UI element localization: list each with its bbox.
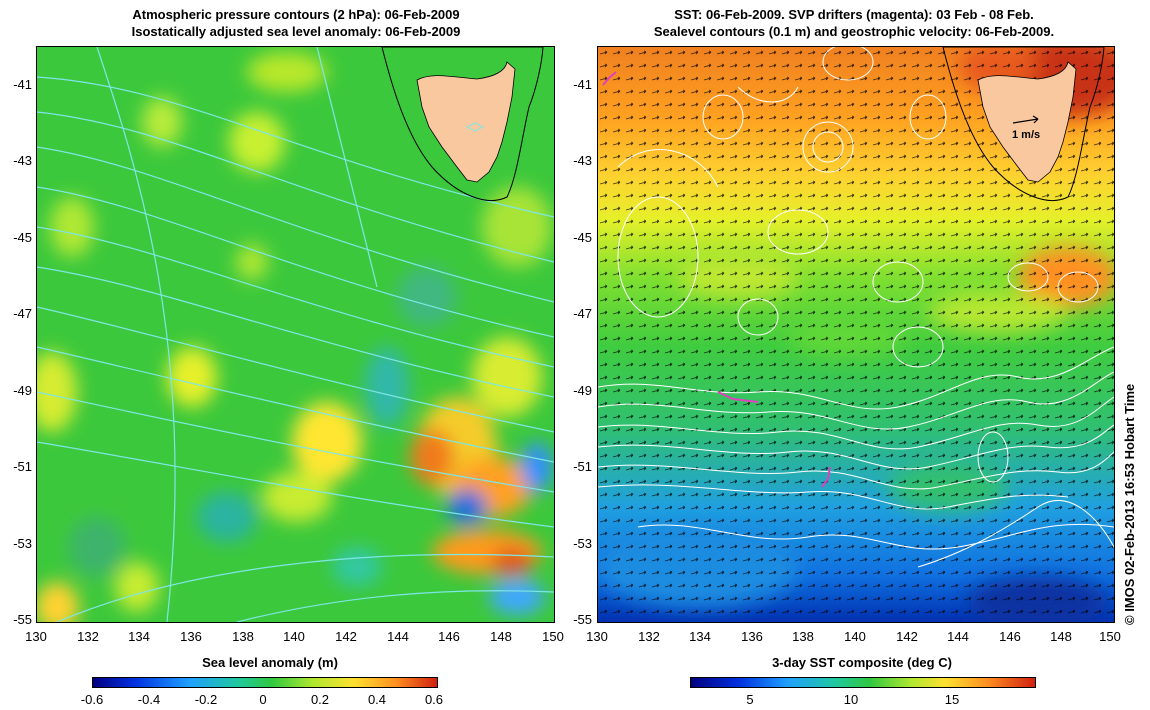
scale-arrow-label: 1 m/s	[1012, 129, 1040, 141]
sst-field: 1 m/s	[598, 47, 1114, 622]
right-colorbar	[690, 677, 1036, 688]
colorbar-tick: -0.2	[194, 692, 218, 707]
x-tick: 138	[232, 629, 254, 644]
x-tick: 142	[896, 629, 918, 644]
left-title-line2: Isostatically adjusted sea level anomaly…	[131, 24, 461, 39]
scale-arrow-icon	[1012, 115, 1039, 124]
x-tick: 140	[844, 629, 866, 644]
x-tick: 134	[689, 629, 711, 644]
colorbar-tick: 5	[746, 692, 754, 707]
x-tick: 138	[792, 629, 814, 644]
colorbar-tick: 0.2	[310, 692, 330, 707]
colorbar-tick: 10	[843, 692, 859, 707]
x-tick: 148	[1050, 629, 1072, 644]
right-map[interactable]: 1 m/s	[597, 46, 1115, 623]
x-tick: 132	[638, 629, 660, 644]
left-map[interactable]	[36, 46, 555, 623]
x-tick: 144	[947, 629, 969, 644]
x-tick: 146	[999, 629, 1021, 644]
y-tick: -47	[13, 306, 32, 321]
left-title-line1: Atmospheric pressure contours (2 hPa): 0…	[132, 7, 460, 22]
y-tick: -47	[573, 306, 592, 321]
x-tick: 130	[25, 629, 47, 644]
x-tick: 134	[128, 629, 150, 644]
y-tick: -43	[573, 153, 592, 168]
colorbar-tick: 15	[944, 692, 960, 707]
x-tick: 150	[1099, 629, 1121, 644]
x-tick: 146	[438, 629, 460, 644]
x-tick: 140	[283, 629, 305, 644]
x-tick: 142	[335, 629, 357, 644]
colorbar-tick: 0.6	[424, 692, 444, 707]
sea-level-anomaly-field	[37, 47, 554, 622]
x-tick: 136	[741, 629, 763, 644]
y-tick: -55	[573, 612, 592, 627]
pressure-contours	[37, 47, 554, 622]
left-colorbar	[92, 677, 438, 688]
y-tick: -49	[573, 383, 592, 398]
right-title-line1: SST: 06-Feb-2009. SVP drifters (magenta)…	[674, 7, 1034, 22]
tasmania-land	[977, 61, 1077, 183]
colorbar-tick: -0.4	[137, 692, 161, 707]
x-tick: 150	[542, 629, 564, 644]
y-tick: -45	[13, 230, 32, 245]
y-tick: -53	[573, 536, 592, 551]
x-tick: 136	[180, 629, 202, 644]
x-tick: 132	[77, 629, 99, 644]
sealevel-contours	[598, 47, 1114, 568]
x-tick: 144	[387, 629, 409, 644]
y-tick: -43	[13, 153, 32, 168]
left-colorbar-label: Sea level anomaly (m)	[202, 655, 338, 670]
credit-text: © IMOS 02-Feb-2013 16:53 Hobart Time	[1122, 383, 1137, 625]
x-tick: 130	[586, 629, 608, 644]
colorbar-tick: -0.6	[80, 692, 104, 707]
right-colorbar-label: 3-day SST composite (deg C)	[772, 655, 952, 670]
colorbar-tick: 0.4	[367, 692, 387, 707]
y-tick: -51	[573, 459, 592, 474]
y-tick: -45	[573, 230, 592, 245]
y-tick: -53	[13, 536, 32, 551]
right-title-line2: Sealevel contours (0.1 m) and geostrophi…	[653, 24, 1055, 39]
y-tick: -49	[13, 383, 32, 398]
colorbar-tick: 0	[259, 692, 267, 707]
tasmania-land	[416, 61, 516, 183]
y-tick: -51	[13, 459, 32, 474]
y-tick: -41	[13, 77, 32, 92]
drifter-tracks	[602, 71, 831, 488]
y-tick: -41	[573, 77, 592, 92]
y-tick: -55	[13, 612, 32, 627]
x-tick: 148	[490, 629, 512, 644]
